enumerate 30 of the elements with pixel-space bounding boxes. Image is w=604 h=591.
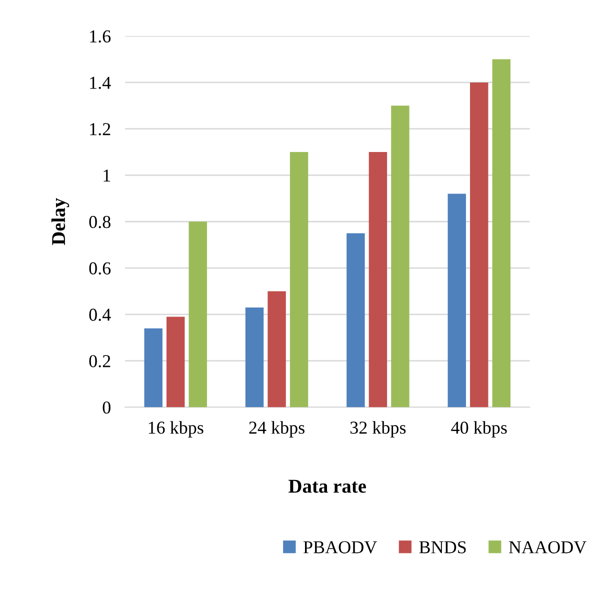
x-tick-label: 32 kbps [350, 421, 406, 438]
legend-label: NAAODV [508, 541, 586, 554]
y-tick-label: 0.6 [89, 262, 111, 275]
y-tick-label: 1.6 [90, 30, 111, 43]
x-tick-label: 40 kbps [451, 421, 507, 438]
y-tick-label: 1.2 [90, 123, 110, 136]
y-axis-title: Delay [51, 198, 70, 246]
bar [346, 233, 365, 408]
bar [290, 152, 308, 408]
y-tick-label: 0.8 [89, 216, 110, 228]
legend-label: BNDS [419, 541, 466, 554]
bar [144, 328, 162, 408]
bar [470, 82, 488, 408]
x-tick-label: 16 kbps [148, 421, 204, 438]
bar [166, 316, 185, 408]
y-tick-label: 0.2 [89, 355, 110, 368]
x-tick-label: 24 kbps [249, 421, 304, 438]
bar [492, 59, 510, 408]
bar [368, 152, 388, 408]
bar [188, 222, 207, 408]
y-tick-label: 1.4 [90, 76, 111, 89]
bar [391, 106, 410, 408]
y-tick-label: 1 [104, 170, 110, 182]
bar [448, 194, 466, 408]
y-tick-label: 0.4 [89, 308, 111, 321]
y-tick-label: 0 [102, 401, 110, 414]
bar [245, 307, 264, 408]
bar [268, 291, 286, 408]
x-axis-title: Data rate [288, 480, 366, 493]
legend-label: PBAODV [303, 541, 377, 554]
